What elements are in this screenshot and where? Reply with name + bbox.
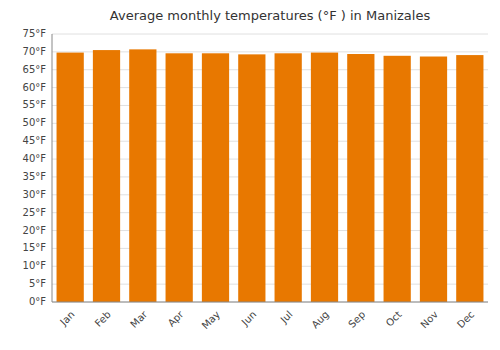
title: Average monthly temperatures (°F ) in Ma… [110,8,431,23]
y-tick-label: 20°F [23,225,47,236]
bar [238,54,265,302]
x-tick-label: Feb [93,309,113,329]
y-tick-label: 40°F [23,153,47,164]
x-tick-label: Jan [57,309,76,328]
bar [311,53,338,302]
y-tick-label: 55°F [23,99,47,110]
bar [456,55,483,302]
y-tick-label: 65°F [23,64,47,75]
bar [347,54,374,302]
bar [93,50,120,302]
y-tick-label: 25°F [23,207,47,218]
x-tick-label: Jun [239,309,259,329]
y-tick-label: 50°F [23,117,47,128]
bar [129,49,156,302]
x-tick-label: Apr [166,308,187,329]
bar [384,56,411,302]
chart-container: 0°F 5°F 10°F 15°F 20°F 25°F 30°F 35°F 40°F 45°F 50… [0,0,500,350]
bar [202,53,229,302]
grid [52,34,488,302]
x-tick-label: Dec [455,309,476,330]
grid-line [52,34,488,35]
bars [57,49,484,302]
x-tick-label: Mar [128,308,150,330]
y-axis-line [52,34,53,302]
bar [420,57,447,302]
y-tick-label: 5°F [29,278,46,289]
y-tick-label: 70°F [23,46,47,57]
x-ticks: Jan Feb Mar Apr May Jun Jul Aug Sep Oct Nov Dec [57,308,476,331]
x-tick-label: Jul [278,309,295,326]
y-tick-label: 75°F [23,28,47,39]
y-tick-label: 45°F [23,135,47,146]
x-tick-label: May [200,309,222,331]
bar [275,53,302,302]
y-tick-label: 15°F [23,242,47,253]
y-tick-label: 30°F [23,189,47,200]
x-tick-label: Aug [309,309,331,331]
bar [166,53,193,302]
y-tick-label: 60°F [23,82,47,93]
x-tick-label: Nov [418,309,440,331]
x-tick-label: Sep [346,309,367,330]
x-axis-line [52,302,488,303]
y-tick-label: 35°F [23,171,47,182]
grid-line [52,302,488,303]
x-tick-label: Oct [384,309,404,329]
chart-svg: 0°F 5°F 10°F 15°F 20°F 25°F 30°F 35°F 40°F 45°F 50… [0,0,500,350]
y-tick-label: 0°F [29,296,46,307]
y-tick-label: 10°F [23,260,47,271]
bar [57,53,84,302]
y-ticks: 0°F 5°F 10°F 15°F 20°F 25°F 30°F 35°F 40°F 45°F 50… [23,28,47,307]
